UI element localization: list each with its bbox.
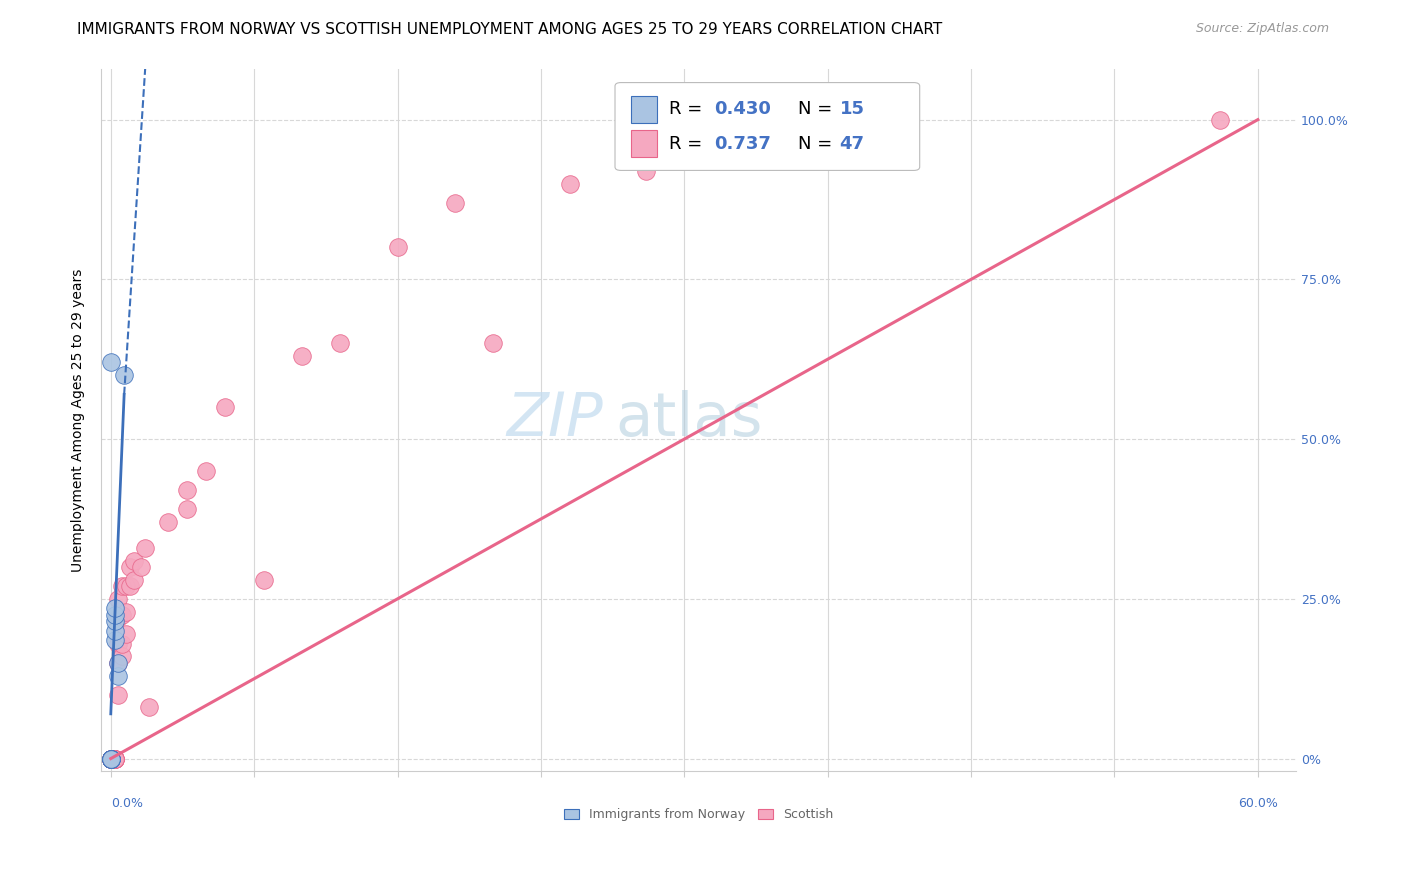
Point: [100, 751, 122, 765]
Point: [131, 560, 153, 574]
Point: [1208, 112, 1230, 127]
Point: [558, 177, 581, 191]
Point: [112, 368, 135, 383]
Point: [214, 400, 236, 414]
Point: [387, 240, 409, 254]
Point: [111, 649, 134, 664]
Text: IMMIGRANTS FROM NORWAY VS SCOTTISH UNEMPLOYMENT AMONG AGES 25 TO 29 YEARS CORREL: IMMIGRANTS FROM NORWAY VS SCOTTISH UNEMP…: [77, 22, 942, 37]
Point: [107, 636, 129, 650]
Text: 60.0%: 60.0%: [1237, 797, 1278, 811]
Text: R =: R =: [669, 100, 707, 119]
Point: [115, 627, 138, 641]
Point: [482, 336, 505, 351]
Text: N =: N =: [797, 135, 838, 153]
Point: [104, 607, 127, 622]
Text: atlas: atlas: [614, 391, 762, 450]
Point: [291, 349, 314, 363]
Point: [100, 751, 122, 765]
Point: [111, 636, 134, 650]
Point: [176, 502, 198, 516]
Point: [100, 751, 122, 765]
Text: 0.0%: 0.0%: [111, 797, 143, 811]
Point: [100, 751, 122, 765]
Point: [104, 614, 127, 628]
Text: 0.430: 0.430: [714, 100, 770, 119]
Point: [195, 464, 218, 478]
Text: R =: R =: [669, 135, 707, 153]
Text: 15: 15: [839, 100, 865, 119]
Text: N =: N =: [797, 100, 838, 119]
Point: [104, 601, 127, 615]
Point: [100, 751, 122, 765]
Point: [253, 573, 276, 587]
Point: [138, 700, 160, 714]
Point: [104, 633, 127, 648]
Point: [100, 751, 122, 765]
Point: [107, 688, 129, 702]
Point: [107, 668, 129, 682]
Point: [107, 656, 129, 670]
Point: [100, 751, 122, 765]
Point: [104, 624, 127, 638]
Point: [111, 607, 134, 622]
Text: 0.737: 0.737: [714, 135, 770, 153]
Point: [107, 591, 129, 606]
Point: [122, 553, 145, 567]
Point: [104, 751, 127, 765]
Point: [115, 579, 138, 593]
Point: [107, 611, 129, 625]
Point: [444, 195, 467, 210]
Point: [176, 483, 198, 498]
Point: [100, 751, 122, 765]
FancyBboxPatch shape: [630, 96, 657, 122]
Point: [111, 579, 134, 593]
Point: [104, 751, 127, 765]
Point: [157, 515, 180, 529]
FancyBboxPatch shape: [630, 130, 657, 157]
Point: [104, 751, 127, 765]
Point: [100, 751, 122, 765]
Point: [118, 560, 141, 574]
FancyBboxPatch shape: [614, 83, 920, 170]
Point: [100, 751, 122, 765]
Point: [134, 541, 156, 555]
Point: [107, 656, 129, 670]
Point: [100, 355, 122, 369]
Point: [104, 751, 127, 765]
Point: [122, 573, 145, 587]
Y-axis label: Unemployment Among Ages 25 to 29 years: Unemployment Among Ages 25 to 29 years: [72, 268, 86, 572]
Point: [100, 751, 122, 765]
Point: [104, 751, 127, 765]
Point: [115, 605, 138, 619]
Legend: Immigrants from Norway, Scottish: Immigrants from Norway, Scottish: [561, 805, 837, 825]
Point: [636, 163, 658, 178]
Point: [100, 751, 122, 765]
Text: Source: ZipAtlas.com: Source: ZipAtlas.com: [1195, 22, 1329, 36]
Point: [104, 751, 127, 765]
Point: [118, 579, 141, 593]
Point: [100, 751, 122, 765]
Text: 47: 47: [839, 135, 865, 153]
Point: [100, 751, 122, 765]
Point: [329, 336, 352, 351]
Text: ZIP: ZIP: [506, 391, 603, 450]
